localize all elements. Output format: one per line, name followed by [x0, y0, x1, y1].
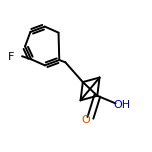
Text: F: F [8, 52, 14, 62]
Text: OH: OH [113, 100, 130, 110]
Text: O: O [81, 115, 90, 125]
